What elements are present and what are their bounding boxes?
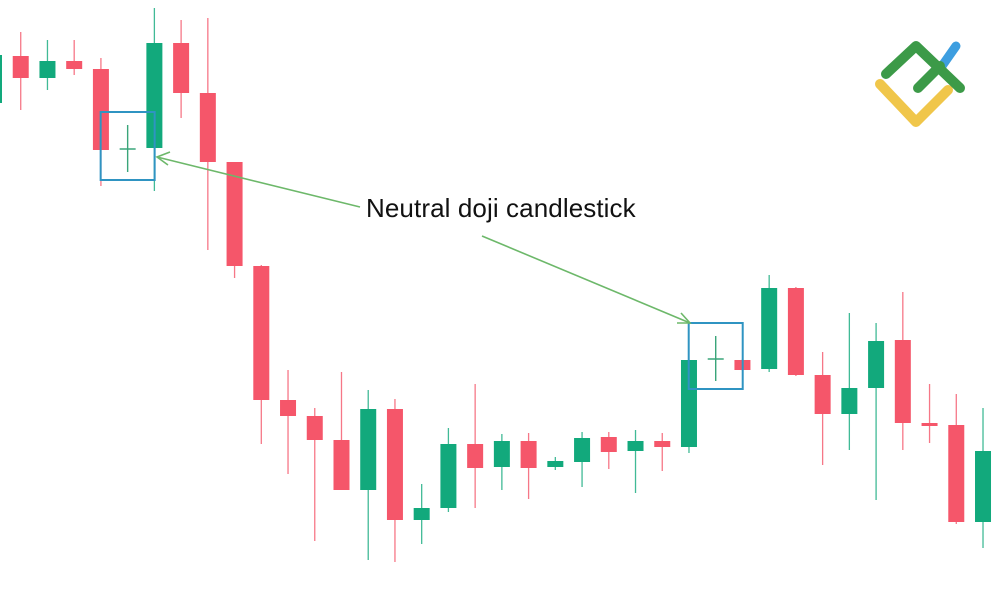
candle-body	[440, 444, 457, 508]
candle	[627, 430, 644, 493]
candle-body	[280, 400, 297, 416]
candle-body	[894, 340, 911, 423]
candle	[574, 432, 591, 487]
arrowhead-first-doji	[155, 151, 171, 166]
candle	[306, 408, 323, 541]
candle	[386, 399, 403, 562]
candle-body	[467, 444, 484, 468]
candle	[467, 384, 484, 508]
candle	[921, 384, 938, 443]
candle	[360, 390, 377, 560]
candle	[654, 433, 671, 471]
candle	[413, 484, 430, 544]
candle-body	[413, 508, 430, 520]
candle	[787, 287, 804, 376]
candle	[39, 40, 56, 90]
candle	[280, 370, 297, 474]
candle-body	[654, 441, 671, 447]
candle	[199, 18, 216, 250]
candle-body	[600, 437, 617, 452]
candle	[66, 40, 83, 75]
doji-candle	[119, 125, 136, 172]
logo-icon	[875, 41, 965, 127]
candle	[226, 162, 243, 278]
candle-body	[493, 441, 510, 467]
candle-body	[92, 69, 109, 150]
candle-body	[921, 423, 938, 426]
candle-body	[199, 93, 216, 162]
candle-body	[66, 61, 83, 69]
candle	[761, 275, 778, 372]
candle-body	[814, 375, 831, 414]
candle-body	[948, 425, 965, 522]
candle-body	[627, 441, 644, 451]
candle-body	[12, 56, 29, 78]
candle	[547, 457, 564, 470]
candle-body	[975, 451, 992, 522]
candle	[173, 20, 190, 118]
candle	[600, 432, 617, 469]
candle-body	[787, 288, 804, 375]
candles-group	[0, 8, 992, 562]
candle	[0, 55, 2, 103]
arrow-to-first-doji	[156, 156, 361, 208]
annotation-arrows	[155, 151, 692, 324]
candle	[253, 265, 270, 444]
doji-highlight-box	[687, 322, 744, 390]
candle-body	[520, 441, 537, 468]
candle-body	[333, 440, 350, 490]
candle	[975, 408, 992, 548]
candle-body	[386, 409, 403, 520]
candle-body	[841, 388, 858, 414]
candle	[814, 352, 831, 465]
candle-body	[360, 409, 377, 490]
candle	[841, 313, 858, 450]
candle-body	[0, 55, 2, 103]
candle	[948, 394, 965, 524]
annotation-label: Neutral doji candlestick	[366, 193, 636, 223]
candle-body	[146, 43, 163, 148]
candle-body	[680, 360, 697, 447]
candle-body	[547, 461, 564, 467]
candle	[894, 292, 911, 450]
candle-body	[253, 266, 270, 400]
candle	[868, 323, 885, 500]
doji-highlight-boxes	[99, 111, 744, 390]
candle-body	[574, 438, 591, 462]
doji-candle	[707, 336, 724, 381]
candle	[440, 428, 457, 512]
candle-body	[306, 416, 323, 440]
candle	[12, 32, 29, 110]
candle	[493, 434, 510, 490]
candle-body	[226, 162, 243, 266]
candle	[520, 433, 537, 499]
arrowhead-second-doji	[677, 312, 692, 324]
candle	[333, 372, 350, 490]
doji-highlight-box	[99, 111, 156, 181]
arrow-to-second-doji	[481, 235, 691, 324]
candle-body	[761, 288, 778, 369]
candle-body	[868, 341, 885, 388]
candle-body	[173, 43, 190, 93]
candle-body	[39, 61, 56, 78]
